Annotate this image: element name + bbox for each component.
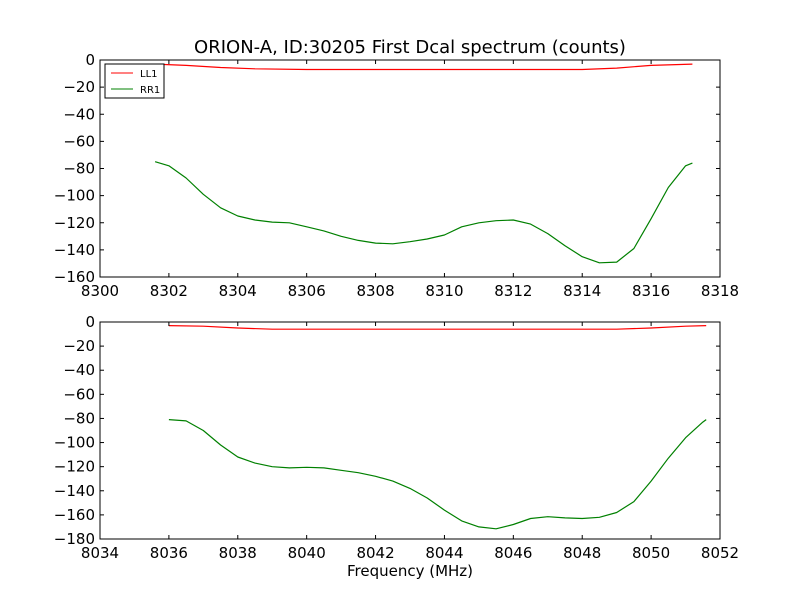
y-tick-label: −60 <box>63 385 95 403</box>
x-tick-label: 8306 <box>288 282 326 300</box>
legend-label-rr1: RR1 <box>140 85 160 96</box>
y-tick-label: −140 <box>54 241 95 259</box>
top-chart-plot-frame <box>99 59 721 278</box>
y-tick-label: −20 <box>63 78 95 96</box>
y-tick-label: −60 <box>63 132 95 150</box>
top-chart-series <box>154 63 693 264</box>
y-tick-label: −140 <box>54 482 95 500</box>
x-tick-label: 8308 <box>356 282 394 300</box>
x-tick-label: 8318 <box>701 282 739 300</box>
bottom-chart-plot-frame <box>99 321 721 540</box>
x-tick-label: 8310 <box>425 282 463 300</box>
y-tick-label: 0 <box>85 313 95 331</box>
legend: LL1 RR1 <box>104 63 165 99</box>
series-line-rr1 <box>168 419 707 530</box>
x-axis-label: Frequency (MHz) <box>347 562 473 580</box>
series-line-ll1 <box>168 325 707 330</box>
x-tick-label: 8312 <box>494 282 532 300</box>
y-tick-label: −80 <box>63 160 95 178</box>
legend-box <box>104 63 165 99</box>
series-line-rr1 <box>154 161 693 264</box>
x-tick-label: 8302 <box>150 282 188 300</box>
x-tick-label: 8314 <box>563 282 601 300</box>
top-chart: ORION-A, ID:30205 First Dcal spectrum (c… <box>54 37 739 300</box>
bottom-chart-series <box>168 325 707 530</box>
x-tick-label: 8044 <box>425 544 463 562</box>
series-line-ll1 <box>155 63 693 71</box>
y-tick-label: −160 <box>54 506 95 524</box>
top-chart-ticks: 8300 8302 8304 8306 8308 8310 8312 8314 8316 8318… <box>54 51 739 300</box>
x-tick-label: 8304 <box>219 282 257 300</box>
y-tick-label: −40 <box>63 105 95 123</box>
x-tick-label: 8048 <box>563 544 601 562</box>
x-tick-label: 8300 <box>81 282 119 300</box>
bottom-chart-ticks: 8034 8036 8038 8040 8042 8044 8046 8048 8050 8052… <box>54 313 739 562</box>
chart-title: ORION-A, ID:30205 First Dcal spectrum (c… <box>194 37 626 58</box>
bottom-chart: 8034 8036 8038 8040 8042 8044 8046 8048 8050 8052… <box>54 313 739 580</box>
y-tick-label: −20 <box>63 337 95 355</box>
x-tick-label: 8050 <box>632 544 670 562</box>
legend-label-ll1: LL1 <box>140 69 158 80</box>
x-tick-label: 8038 <box>219 544 257 562</box>
x-tick-label: 8040 <box>288 544 326 562</box>
y-tick-label: −100 <box>54 434 95 452</box>
y-tick-label: −40 <box>63 361 95 379</box>
y-tick-label: −160 <box>54 268 95 286</box>
x-tick-label: 8036 <box>150 544 188 562</box>
y-tick-label: 0 <box>85 51 95 69</box>
y-tick-label: −180 <box>54 530 95 548</box>
x-tick-label: 8052 <box>701 544 739 562</box>
y-tick-label: −80 <box>63 409 95 427</box>
x-tick-label: 8042 <box>356 544 394 562</box>
y-tick-label: −100 <box>54 187 95 205</box>
x-tick-label: 8316 <box>632 282 670 300</box>
x-tick-label: 8034 <box>81 544 119 562</box>
x-tick-label: 8046 <box>494 544 532 562</box>
y-tick-label: −120 <box>54 458 95 476</box>
y-tick-label: −120 <box>54 214 95 232</box>
